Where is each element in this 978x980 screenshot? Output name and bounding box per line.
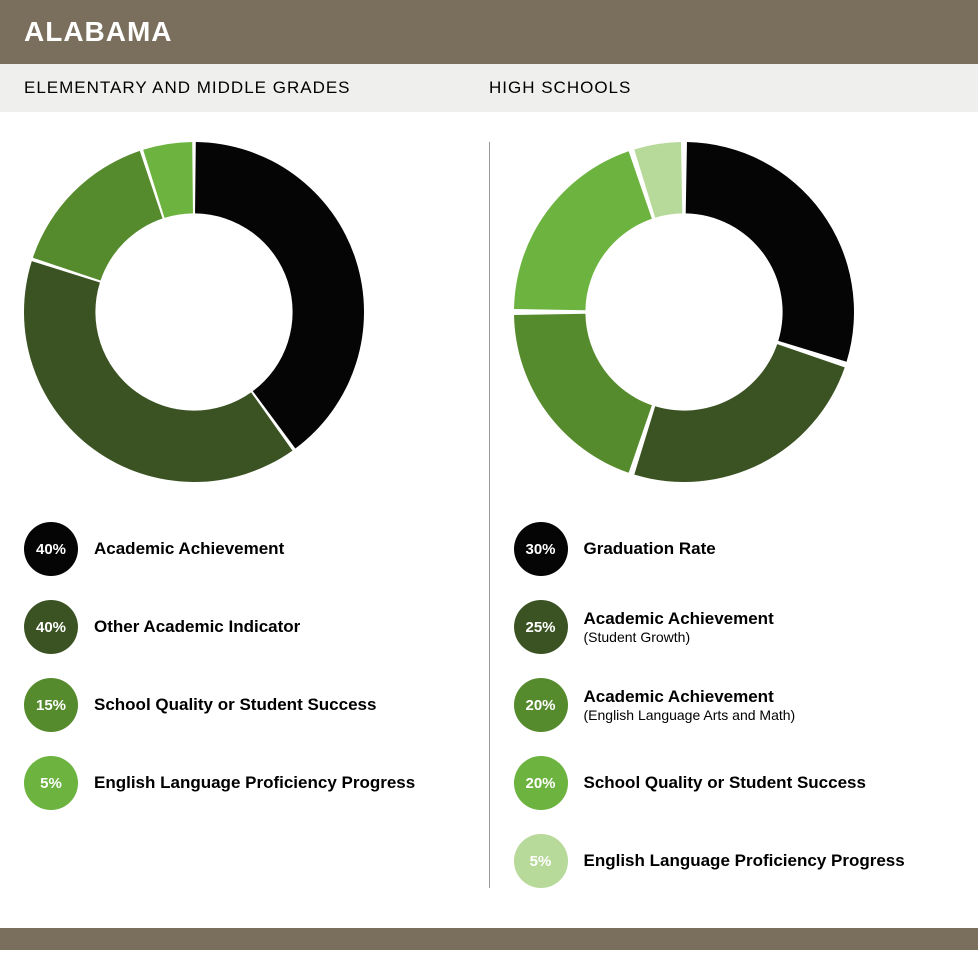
legend-row: 5% English Language Proficiency Progress xyxy=(514,834,955,888)
legend-elementary: 40% Academic Achievement 40% Other Academic… xyxy=(24,522,465,810)
legend-text: School Quality or Student Success xyxy=(94,695,376,715)
legend-label: Academic Achievement xyxy=(584,609,774,629)
legend-label: Other Academic Indicator xyxy=(94,617,300,637)
donut-chart-high-school xyxy=(514,142,854,482)
legend-label: Academic Achievement xyxy=(584,687,796,707)
donut-wrap-right xyxy=(514,142,955,482)
legend-pct-circle: 40% xyxy=(24,600,78,654)
legend-pct-circle: 5% xyxy=(24,756,78,810)
donut-slice xyxy=(634,344,844,482)
legend-row: 40% Academic Achievement xyxy=(24,522,465,576)
donut-slice xyxy=(33,151,163,281)
legend-pct-circle: 20% xyxy=(514,756,568,810)
sub-header-col-left: ELEMENTARY AND MIDDLE GRADES xyxy=(24,78,489,98)
legend-pct-circle: 15% xyxy=(24,678,78,732)
legend-row: 30% Graduation Rate xyxy=(514,522,955,576)
legend-row: 40% Other Academic Indicator xyxy=(24,600,465,654)
panel-high-school: 30% Graduation Rate 25% Academic Achievemen… xyxy=(490,142,955,888)
legend-text: English Language Proficiency Progress xyxy=(94,773,415,793)
legend-text: Academic Achievement(Student Growth) xyxy=(584,609,774,645)
legend-text: Academic Achievement xyxy=(94,539,284,559)
legend-text: School Quality or Student Success xyxy=(584,773,866,793)
panel-title-left: ELEMENTARY AND MIDDLE GRADES xyxy=(24,78,489,98)
donut-chart-elementary xyxy=(24,142,364,482)
legend-row: 20% Academic Achievement(English Language… xyxy=(514,678,955,732)
panel-title-right: HIGH SCHOOLS xyxy=(489,78,954,98)
legend-pct-circle: 40% xyxy=(24,522,78,576)
donut-wrap-left xyxy=(24,142,465,482)
legend-label: School Quality or Student Success xyxy=(94,695,376,715)
legend-sublabel: (Student Growth) xyxy=(584,629,774,645)
legend-pct-circle: 5% xyxy=(514,834,568,888)
legend-sublabel: (English Language Arts and Math) xyxy=(584,707,796,723)
footer-bar xyxy=(0,928,978,950)
legend-pct-circle: 25% xyxy=(514,600,568,654)
legend-text: Other Academic Indicator xyxy=(94,617,300,637)
content: 40% Academic Achievement 40% Other Academic… xyxy=(0,112,978,918)
legend-row: 20% School Quality or Student Success xyxy=(514,756,955,810)
legend-text: English Language Proficiency Progress xyxy=(584,851,905,871)
legend-text: Academic Achievement(English Language Ar… xyxy=(584,687,796,723)
legend-pct-circle: 30% xyxy=(514,522,568,576)
panel-elementary: 40% Academic Achievement 40% Other Academic… xyxy=(24,142,490,888)
legend-label: Academic Achievement xyxy=(94,539,284,559)
header-bar: ALABAMA xyxy=(0,0,978,64)
sub-header-col-right: HIGH SCHOOLS xyxy=(489,78,954,98)
legend-high-school: 30% Graduation Rate 25% Academic Achievemen… xyxy=(514,522,955,888)
legend-label: School Quality or Student Success xyxy=(584,773,866,793)
donut-slice xyxy=(685,142,853,362)
legend-label: Graduation Rate xyxy=(584,539,716,559)
sub-header: ELEMENTARY AND MIDDLE GRADES HIGH SCHOOL… xyxy=(0,64,978,112)
legend-label: English Language Proficiency Progress xyxy=(94,773,415,793)
donut-slice xyxy=(514,151,652,310)
page-title: ALABAMA xyxy=(24,16,173,48)
legend-pct-circle: 20% xyxy=(514,678,568,732)
legend-row: 5% English Language Proficiency Progress xyxy=(24,756,465,810)
donut-slice xyxy=(24,261,292,482)
donut-slice xyxy=(195,142,364,448)
donut-slice xyxy=(514,314,652,473)
legend-text: Graduation Rate xyxy=(584,539,716,559)
legend-row: 15% School Quality or Student Success xyxy=(24,678,465,732)
legend-label: English Language Proficiency Progress xyxy=(584,851,905,871)
legend-row: 25% Academic Achievement(Student Growth) xyxy=(514,600,955,654)
